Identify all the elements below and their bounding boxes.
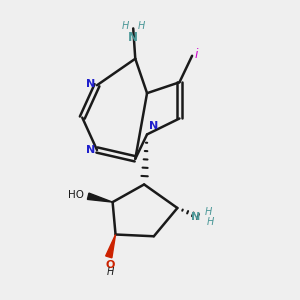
Text: HO: HO [68,190,84,200]
Text: N: N [86,79,95,89]
Text: i: i [194,48,198,61]
Polygon shape [106,235,116,258]
Text: N: N [191,212,201,222]
Text: O: O [106,260,115,270]
Text: H: H [138,21,145,31]
Text: H: H [206,218,214,227]
Text: N: N [86,145,95,155]
Text: H: H [106,267,114,277]
Text: H: H [121,21,129,31]
Text: N: N [128,31,138,44]
Polygon shape [87,193,112,202]
Text: H: H [205,207,212,217]
Text: N: N [149,122,159,131]
